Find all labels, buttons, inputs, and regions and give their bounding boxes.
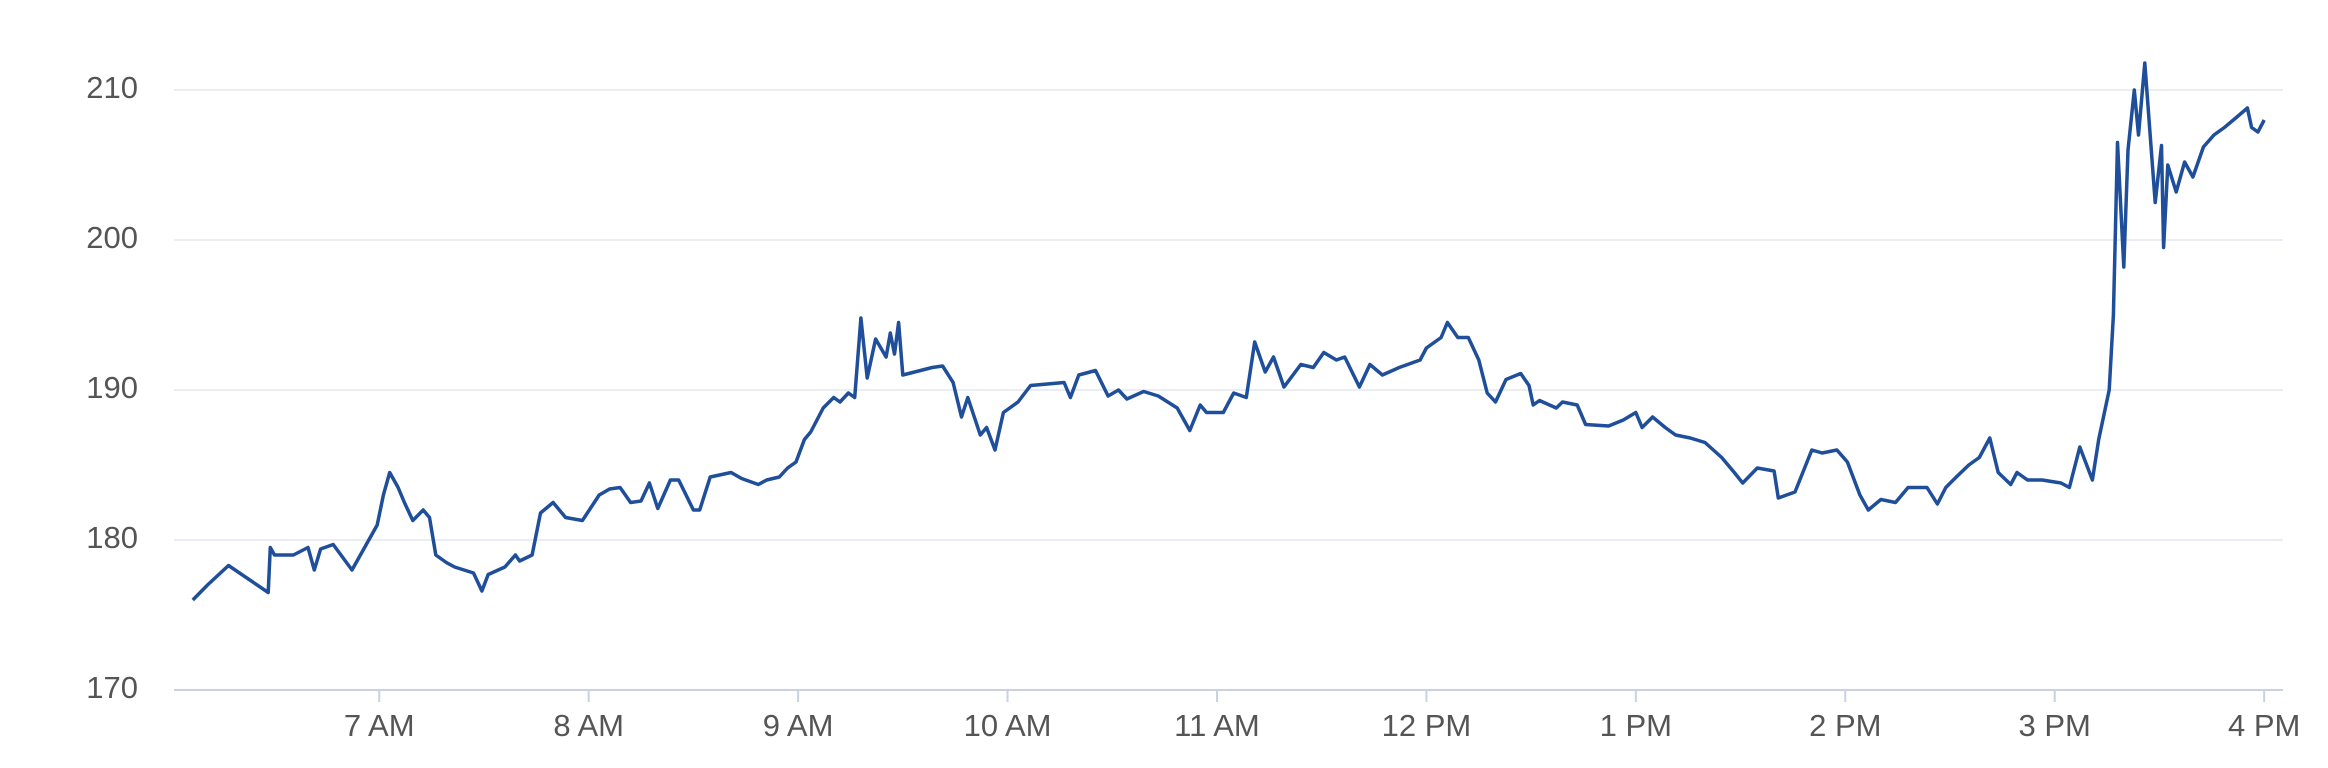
x-tick-label: 11 AM — [1174, 708, 1260, 743]
price-line — [191, 61, 2266, 602]
y-tick-label: 190 — [86, 370, 138, 405]
y-tick-label: 170 — [86, 670, 138, 705]
x-tick-label: 4 PM — [2228, 708, 2300, 743]
x-tick-label: 2 PM — [1809, 708, 1881, 743]
x-tick-label: 10 AM — [964, 708, 1052, 743]
x-tick-label: 8 AM — [553, 708, 624, 743]
y-tick-label: 210 — [86, 70, 138, 105]
x-tick-label: 7 AM — [344, 708, 415, 743]
x-tick-label: 12 PM — [1382, 708, 1472, 743]
x-tick-label: 9 AM — [763, 708, 834, 743]
y-tick-label: 200 — [86, 220, 138, 255]
x-tick-label: 1 PM — [1600, 708, 1672, 743]
x-tick-label: 3 PM — [2019, 708, 2091, 743]
y-tick-label: 180 — [86, 520, 138, 555]
